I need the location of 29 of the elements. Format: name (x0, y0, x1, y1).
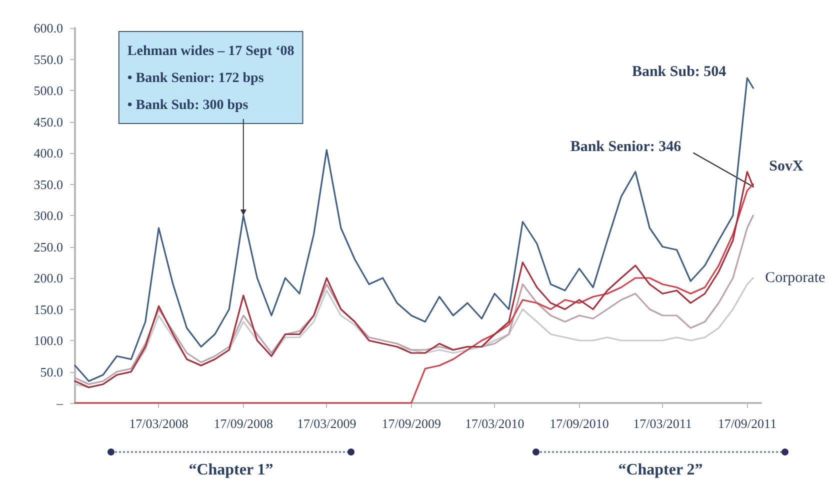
text: “Chapter 2” (618, 462, 703, 478)
y-tick-label: 300.0 (34, 208, 63, 223)
y-tick-label: 200.0 (34, 270, 63, 286)
y-tick-label: 50.0 (40, 364, 63, 380)
y-tick-label: 150.0 (34, 302, 63, 317)
x-tick-label: 17/09/2009 (382, 416, 441, 431)
y-tick-label: 350.0 (34, 176, 63, 192)
y-tick-label: 550.0 (34, 52, 63, 67)
x-tick-label: 17/09/2011 (718, 416, 777, 431)
annotation: Lehman wides – 17 Sept ‘08 • Bank Senior: 172 bps • Bank Sub: 300 bps (127, 44, 294, 113)
x-tick-label: 17/09/2010 (550, 416, 609, 431)
series-label: Corporate (765, 270, 826, 286)
y-tick-label: 400.0 (34, 146, 63, 160)
y-tick-label: – (56, 396, 64, 410)
y-tick-label: 600.0 (34, 20, 63, 36)
y-tick-label: 100.0 (34, 333, 63, 348)
annotation: Bank Sub: 504 (632, 64, 727, 80)
x-tick-label: 17/03/2009 (297, 416, 356, 431)
y-tick-label: 450.0 (34, 114, 63, 130)
x-tick-label: 17/03/2008 (129, 416, 188, 431)
x-tick-label: 17/03/2011 (633, 416, 692, 431)
series-label: SovX (769, 158, 804, 174)
y-tick-label: 500.0 (34, 83, 63, 98)
annotation: Bank Senior: 346 (570, 138, 682, 155)
x-tick-label: 17/09/2008 (214, 416, 274, 431)
y-tick-label: 250.0 (34, 239, 63, 254)
x-tick-label: 17/03/2010 (464, 416, 524, 431)
text: “Chapter 1” (188, 462, 274, 478)
line-series (74, 214, 754, 386)
